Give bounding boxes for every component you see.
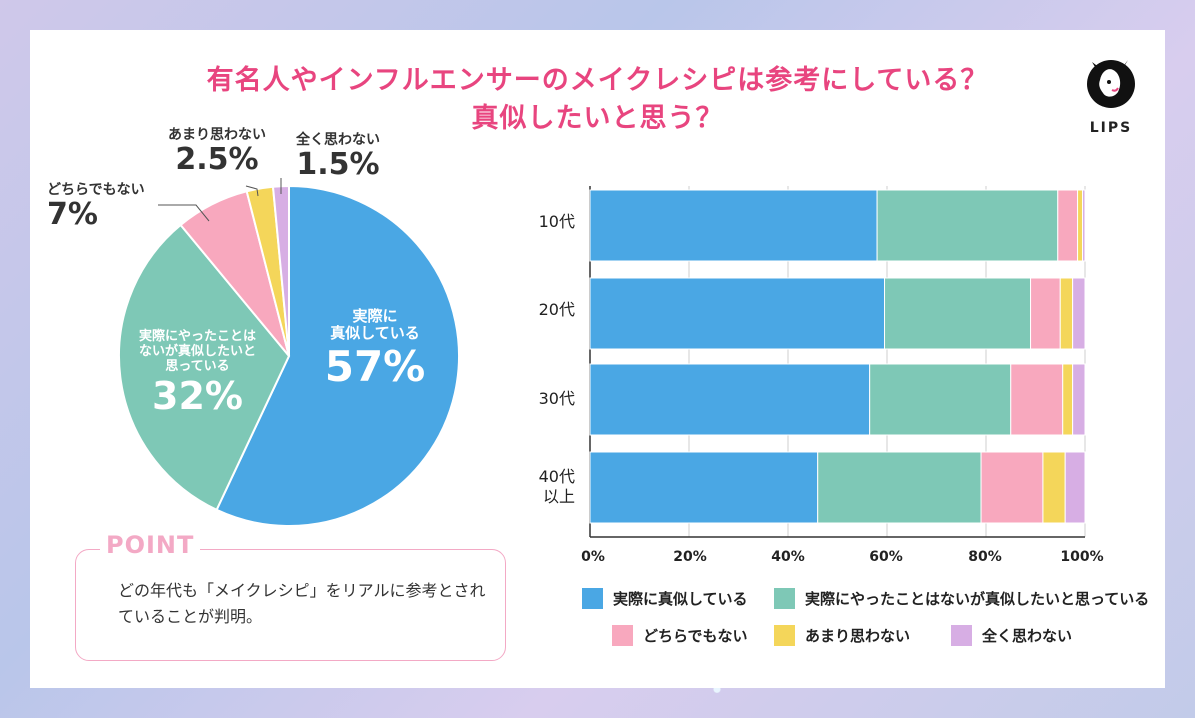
bar-30s-real <box>589 363 871 436</box>
pie-label-neutral-line1: どちらでもない <box>47 182 145 198</box>
bar-20s-rarely <box>1059 277 1074 350</box>
page-title: 有名人やインフルエンサーのメイクレシピは参考にしている？ 真似したいと思う？ <box>0 62 1195 138</box>
point-heading: POINT <box>100 531 201 559</box>
pie-slice-want <box>118 223 291 512</box>
bar-20s-real <box>589 277 886 350</box>
bar-row-label-30s: 30代 <box>525 389 575 409</box>
pie-label-want-line2: ないが真似したいと <box>138 343 256 359</box>
bar-row-label-20s-line1: 20代 <box>538 300 575 319</box>
pie-label-want-value: 32% <box>152 373 243 418</box>
x-tick-60: 60% <box>869 549 903 565</box>
legend-swatch-rarely <box>774 625 795 646</box>
pie-slice-real <box>215 184 460 527</box>
legend-swatch-never <box>951 625 972 646</box>
pie-label-want: 実際にやったことは ないが真似したいと 思っている 32% <box>120 329 275 419</box>
pie-label-never-line1: 全く思わない <box>296 132 380 148</box>
pie-label-rarely-value: 2.5% <box>175 142 259 178</box>
legend-label-want: 実際にやったことはないが真似したいと思っている <box>805 590 1150 608</box>
legend-item-never: 全く思わない <box>951 625 1072 646</box>
x-tick-80: 80% <box>968 549 1002 565</box>
bar-row-label-40s-line2: 以上 <box>542 487 575 506</box>
pie-label-neutral: どちらでもない 7% <box>47 182 177 233</box>
x-tick-0: 0% <box>581 549 605 565</box>
bar-10s-real <box>589 189 878 262</box>
legend-label-never: 全く思わない <box>982 627 1073 645</box>
bar-20s-never <box>1072 277 1086 350</box>
title-line-1: 有名人やインフルエンサーのメイクレシピは参考にしている？ <box>206 65 989 96</box>
bar-40s-never <box>1064 451 1086 524</box>
legend-label-rarely: あまり思わない <box>805 627 911 645</box>
bar-row-label-10s-line1: 10代 <box>538 212 575 231</box>
bar-row-label-40s-line1: 40代 <box>538 467 575 486</box>
legend-swatch-real <box>582 588 603 609</box>
bar-row-label-40s: 40代 以上 <box>525 467 575 507</box>
bar-row-label-30s-line1: 30代 <box>538 389 575 408</box>
bar-row-label-10s: 10代 <box>525 212 575 232</box>
pie-label-rarely: あまり思わない 2.5% <box>152 127 282 178</box>
bar-40s-real <box>589 451 819 524</box>
leader-line-neutral <box>158 204 210 222</box>
legend-swatch-want <box>774 588 795 609</box>
legend-label-real: 実際に真似している <box>613 590 748 608</box>
bar-10s-never <box>1082 189 1086 262</box>
bar-row-label-20s: 20代 <box>525 300 575 320</box>
pie-label-neutral-value: 7% <box>47 197 98 233</box>
bar-10s-neutral <box>1057 189 1079 262</box>
legend-item-rarely: あまり思わない <box>774 625 910 646</box>
bar-30s-neutral <box>1010 363 1064 436</box>
pie-label-never-value: 1.5% <box>296 147 380 183</box>
logo-text: LIPS <box>1089 120 1133 136</box>
point-box <box>75 549 506 661</box>
legend-item-want: 実際にやったことはないが真似したいと思っている <box>774 588 1149 609</box>
pie-label-real-value: 57% <box>324 341 426 391</box>
legend-item-real: 実際に真似している <box>582 588 748 609</box>
deer-logo-icon <box>1087 60 1135 108</box>
pie-label-real-line1: 実際に <box>352 307 398 325</box>
pie-label-rarely-line1: あまり思わない <box>168 127 266 143</box>
x-tick-100: 100% <box>1060 549 1104 565</box>
legend-label-neutral: どちらでもない <box>643 627 748 645</box>
pie-label-want-line1: 実際にやったことは <box>138 329 256 344</box>
bar-40s-rarely <box>1042 451 1066 524</box>
legend-swatch-neutral <box>612 625 633 646</box>
bar-20s-neutral <box>1030 277 1061 350</box>
pie-label-real: 実際に 真似している 57% <box>310 307 440 391</box>
pie-label-real-line2: 真似している <box>330 324 420 343</box>
x-tick-40: 40% <box>771 549 805 565</box>
bar-30s-never <box>1072 363 1086 436</box>
bar-10s-want <box>876 189 1059 262</box>
leader-line-rarely <box>245 185 259 197</box>
title-line-2: 真似したいと思う？ <box>471 103 724 134</box>
bar-30s-want <box>869 363 1012 436</box>
pie-label-never: 全く思わない 1.5% <box>278 132 398 183</box>
bar-20s-want <box>884 277 1032 350</box>
bar-10s-rarely <box>1077 189 1084 262</box>
bar-30s-rarely <box>1062 363 1074 436</box>
bar-40s-neutral <box>980 451 1044 524</box>
bar-40s-want <box>817 451 982 524</box>
point-text: どの年代も「メイクレシピ」をリアルに参考とされていることが判明。 <box>118 581 486 626</box>
x-tick-20: 20% <box>673 549 707 565</box>
pie-label-want-line3: 思っている <box>165 358 230 374</box>
legend-item-neutral: どちらでもない <box>612 625 748 646</box>
lips-logo: LIPS <box>1076 50 1146 145</box>
